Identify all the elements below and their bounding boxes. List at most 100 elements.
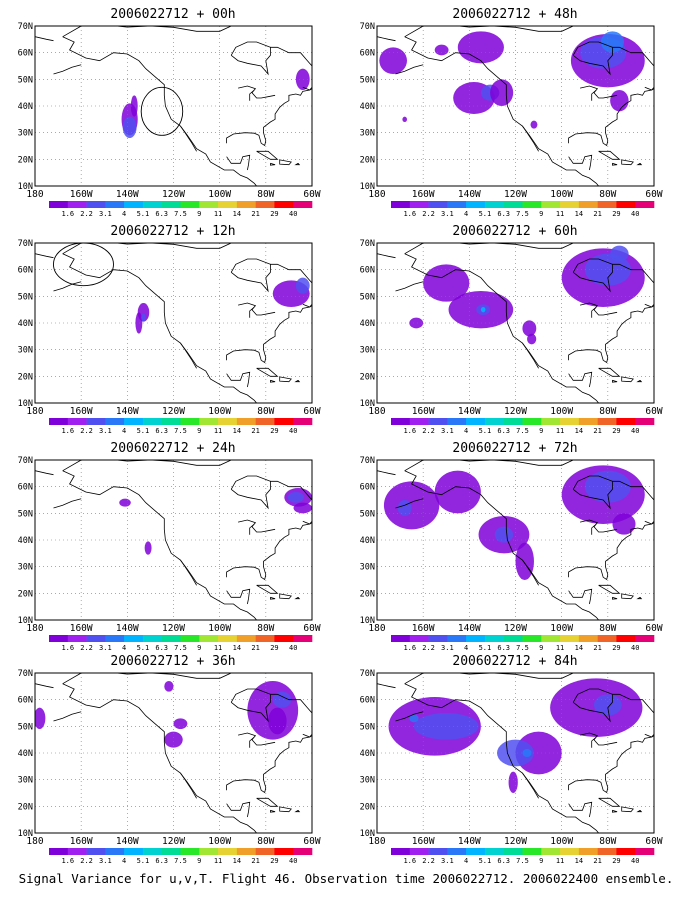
lat-tick-label: 10N [360,182,375,192]
lon-tick-label: 160W [412,406,435,417]
lat-tick-label: 30N [360,129,375,139]
lon-tick-label: 80W [257,406,274,417]
colorbar-label: 11 [556,210,564,218]
lat-tick-label: 70N [18,22,33,32]
map-48h: 180 160W 140W 120W 100W 80W 60W 10N 20N 30N 40N 50N… [350,8,680,223]
island [319,516,328,521]
island [644,520,654,525]
island [661,516,670,521]
lon-tick-label: 60W [645,406,662,417]
lat-tick-label: 10N [360,399,375,409]
lon-tick-label: 100W [208,623,231,634]
coastline [53,281,82,292]
map-24h: 180 160W 140W 120W 100W 80W 60W 10N 20N 30N 40N 50N… [8,442,338,657]
variance-contour [610,90,629,112]
colorbar-segment [428,201,448,208]
map-frame [34,242,313,404]
colorbar-segment [49,848,69,855]
lat-tick-label: 50N [18,75,33,85]
colorbar-segment [484,201,505,208]
panel-title: 2006022712 + 12h [110,224,236,239]
lat-tick-label: 20N [18,372,33,382]
colorbar-label: 9 [539,644,543,652]
lat-tick-label: 20N [360,589,375,599]
island [256,367,279,377]
lat-tick-label: 40N [360,319,375,329]
variance-contour [402,116,408,123]
lat-tick-label: 40N [18,102,33,112]
colorbar-label: 5.1 [137,427,150,435]
coastline [238,519,276,533]
colorbar-segment [484,635,505,642]
variance-contour [522,749,532,757]
colorbar-segment [522,418,542,425]
colorbar-segment [124,848,144,855]
colorbar-segment [105,848,125,855]
colorbar-segment [616,848,636,855]
variance-contour [490,79,514,106]
lat-tick-label: 40N [360,102,375,112]
lat-tick-label: 50N [360,722,375,732]
lon-tick-label: 100W [550,623,573,634]
map-content [35,243,312,403]
island [612,162,618,166]
coastline [62,470,258,620]
coastline [572,258,613,293]
colorbar-segment [635,201,655,208]
colorbar-label: 29 [270,210,278,218]
coastline [249,736,255,748]
colorbar-label: 14 [575,427,583,435]
lon-tick-label: 60W [303,623,320,634]
colorbar-label: 9 [197,857,201,865]
colorbar-label: 6.3 [155,857,168,865]
colorbar-segment [161,848,181,855]
coastline [522,772,539,799]
island [302,303,312,308]
colorbar-segment [466,848,486,855]
colorbar-label: 7.5 [516,427,529,435]
colorbar-label: 4 [122,427,126,435]
colorbar-label: 3.1 [99,427,112,435]
colorbar-label: 29 [612,210,620,218]
lon-tick-label: 180 [368,623,385,634]
island [636,809,643,813]
coastline [395,711,424,722]
lon-tick-label: 160W [70,836,93,847]
variance-contour [530,120,538,129]
colorbar-label: 9 [197,644,201,652]
colorbar-segment [447,848,467,855]
lat-tick-label: 20N [360,155,375,165]
coastline [522,125,539,152]
colorbar-segment [391,418,411,425]
colorbar-label: 6.3 [497,644,510,652]
lat-tick-label: 40N [360,749,375,759]
variance-contour [379,47,408,74]
colorbar-segment [560,848,580,855]
colorbar-segment [503,201,523,208]
colorbar-segment [49,418,69,425]
coastline [580,732,618,746]
variance-contour [434,44,449,56]
map-72h: 180 160W 140W 120W 100W 80W 60W 10N 20N 30N 40N 50N… [350,442,680,657]
colorbar-segment [391,635,411,642]
coastline [377,253,396,259]
colorbar-segment [274,635,294,642]
colorbar-label: 14 [575,210,583,218]
colorbar-segment [541,635,561,642]
lon-tick-label: 80W [599,836,616,847]
colorbar-segment [67,635,87,642]
colorbar-segment [597,635,617,642]
coastline [270,46,312,80]
island [598,150,621,160]
colorbar-segment [236,201,256,208]
colorbar-segment [635,418,655,425]
colorbar-segment [428,848,448,855]
lat-tick-label: 70N [360,22,375,32]
colorbar-segment [447,635,467,642]
map-12h: 180 160W 140W 120W 100W 80W 60W 10N 20N 30N 40N 50N… [8,225,338,440]
variance-contour [383,481,440,530]
map-frame [34,672,313,834]
colorbar-label: 29 [612,857,620,865]
colorbar-label: 7.5 [516,210,529,218]
colorbar-label: 11 [214,427,222,435]
